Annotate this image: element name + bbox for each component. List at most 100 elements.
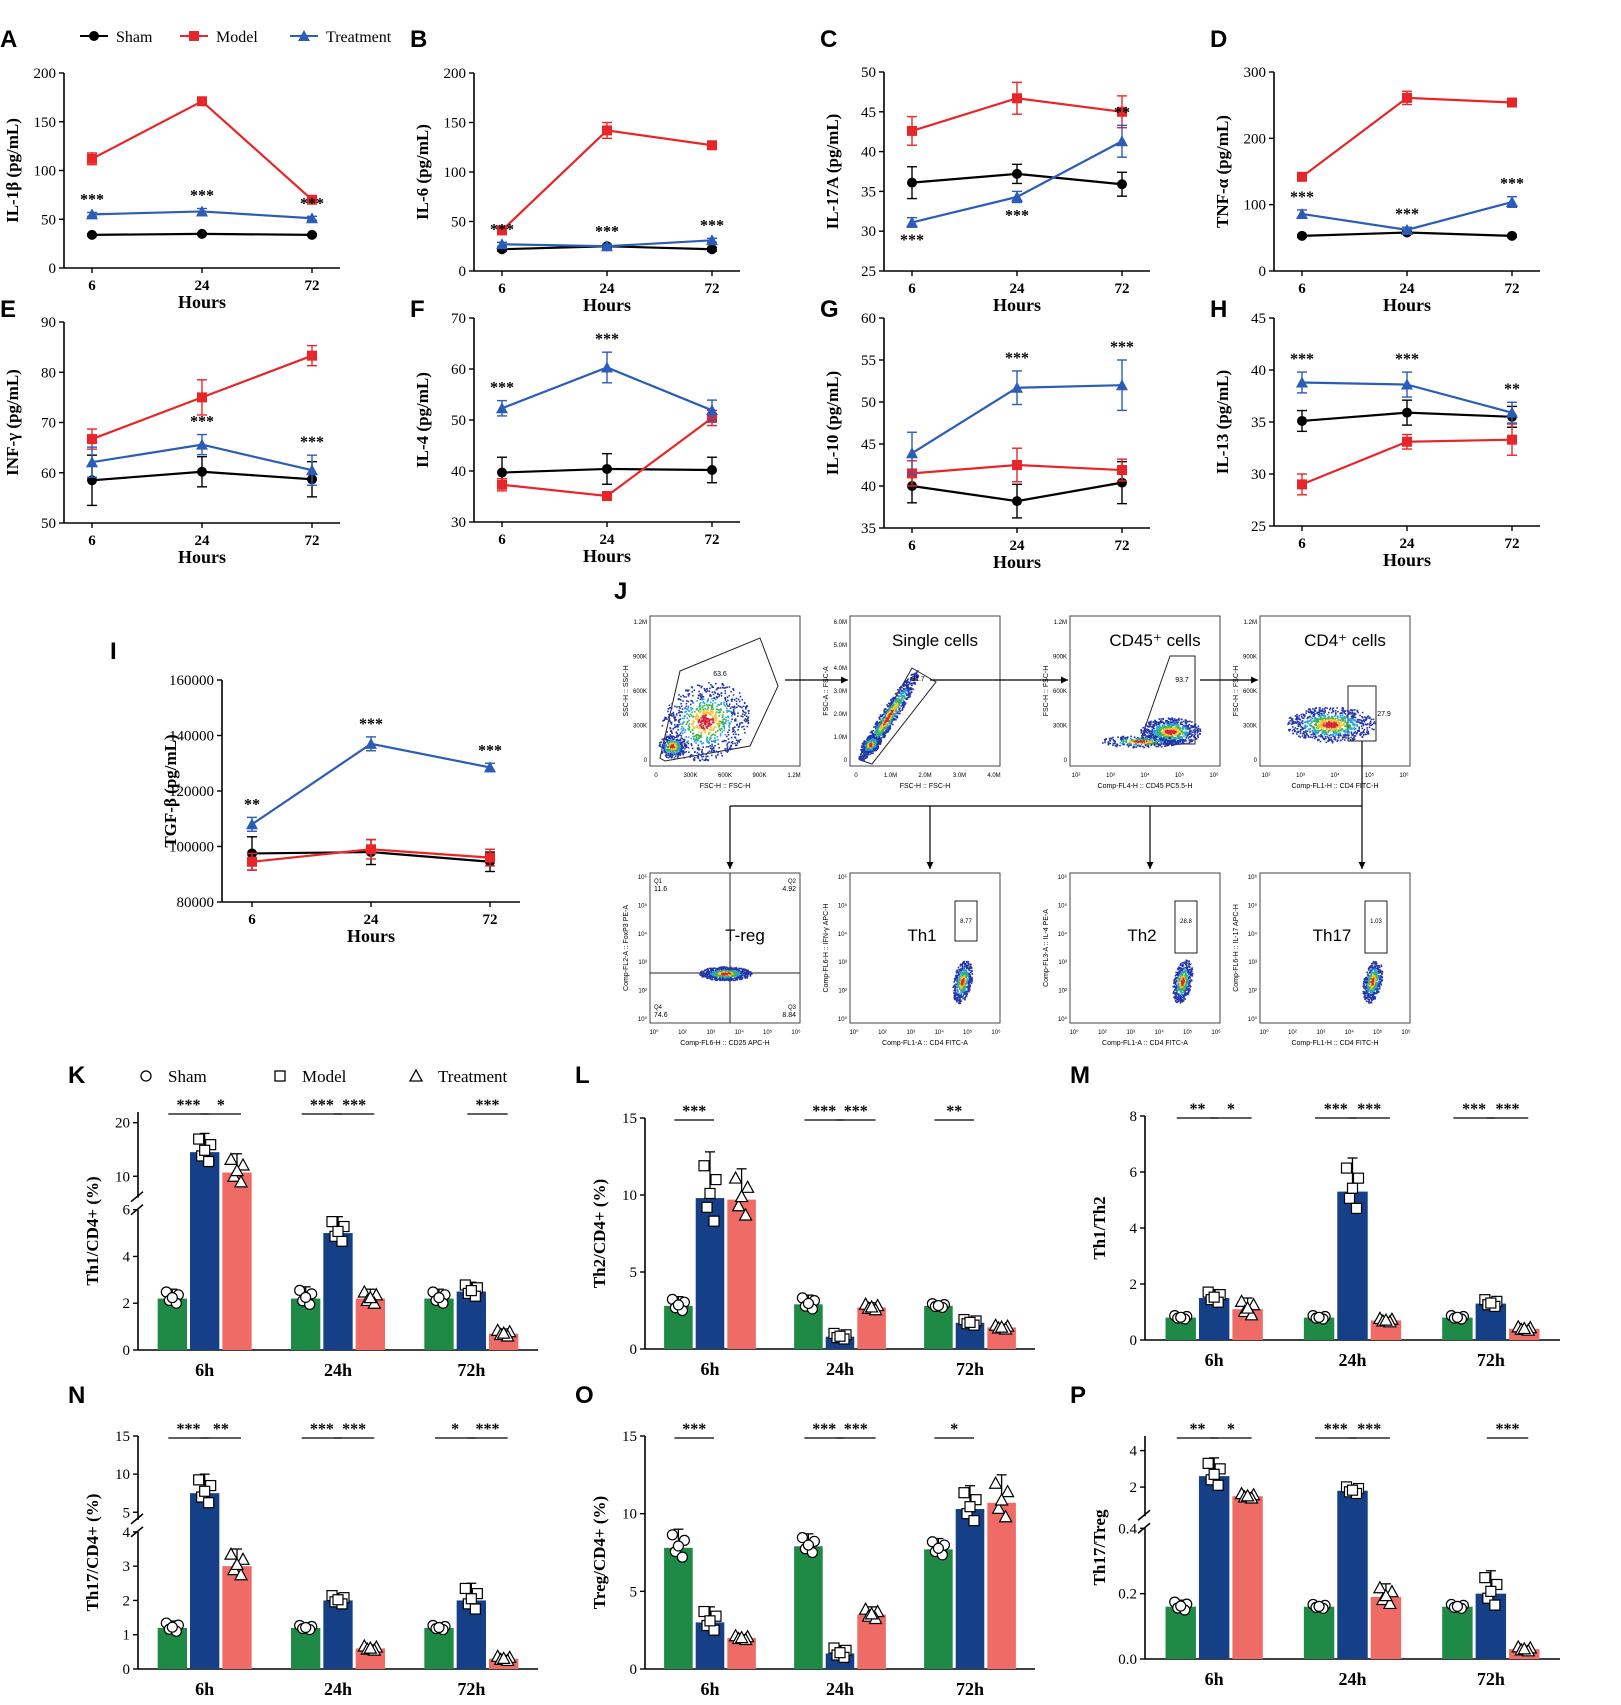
- treatment-marker: [306, 212, 318, 224]
- event-dot: [1195, 738, 1198, 740]
- event-dot: [1362, 720, 1364, 722]
- event-dot: [1153, 724, 1156, 727]
- event-dot: [1322, 727, 1325, 729]
- event-dot: [1156, 734, 1158, 736]
- x-axis-title: Hours: [1383, 295, 1431, 315]
- event-dot: [1194, 724, 1196, 726]
- event-dot: [901, 697, 903, 699]
- event-dot: [1169, 730, 1172, 733]
- event-dot: [1171, 718, 1173, 720]
- legend-label: Model: [216, 29, 258, 46]
- y-tick-label: 200: [34, 66, 57, 82]
- event-dot: [912, 673, 915, 676]
- event-dot: [713, 721, 715, 724]
- event-dot: [1319, 740, 1322, 743]
- event-dot: [888, 710, 890, 712]
- event-dot: [1315, 724, 1318, 727]
- event-dot: [1342, 734, 1345, 736]
- event-dot: [1305, 731, 1307, 734]
- event-dot: [874, 741, 876, 744]
- event-dot: [882, 728, 884, 731]
- event-dot: [684, 707, 686, 709]
- event-dot: [878, 718, 881, 720]
- event-dot: [899, 695, 901, 698]
- event-dot: [1169, 733, 1172, 735]
- event-dot: [730, 690, 732, 693]
- plot-title: CD45⁺ cells: [1109, 631, 1200, 650]
- event-dot: [711, 721, 714, 724]
- event-dot: [877, 745, 880, 748]
- event-dot: [729, 707, 732, 710]
- event-dot: [718, 723, 721, 725]
- x-tick-label: 24: [364, 912, 380, 928]
- event-dot: [1184, 731, 1187, 734]
- event-dot: [731, 706, 734, 708]
- event-dot: [710, 705, 713, 707]
- event-dot: [1360, 725, 1363, 727]
- event-dot: [867, 751, 870, 754]
- event-dot: [744, 720, 747, 723]
- event-dot: [682, 700, 684, 702]
- event-dot: [702, 718, 705, 720]
- event-dot: [883, 731, 885, 734]
- event-dot: [670, 756, 673, 759]
- event-dot: [1151, 731, 1153, 733]
- event-dot: [1112, 738, 1115, 741]
- series-model: [87, 96, 317, 205]
- event-dot: [734, 706, 736, 709]
- event-dot: [683, 721, 685, 723]
- event-dot: [701, 758, 704, 761]
- event-dot: [909, 687, 911, 690]
- sham-marker: [707, 464, 717, 475]
- event-dot: [707, 711, 710, 714]
- event-dot: [1329, 707, 1332, 709]
- event-dot: [725, 686, 727, 689]
- event-dot: [865, 754, 867, 756]
- event-dot: [890, 717, 893, 720]
- event-dot: [715, 711, 718, 713]
- event-dot: [671, 746, 674, 749]
- event-dot: [1348, 737, 1350, 740]
- event-dot: [666, 739, 669, 741]
- event-dot: [1122, 735, 1125, 738]
- event-dot: [1125, 741, 1128, 743]
- event-dot: [1333, 735, 1336, 738]
- event-dot: [675, 750, 678, 753]
- event-dot: [659, 742, 661, 744]
- event-dot: [678, 752, 681, 755]
- y-tick-label: 60: [451, 362, 466, 378]
- event-dot: [1170, 738, 1172, 741]
- event-dot: [1177, 741, 1180, 743]
- series-line: [251, 742, 491, 826]
- event-dot: [1168, 737, 1171, 740]
- event-dot: [724, 733, 727, 736]
- y-tick-label: 0: [1064, 758, 1068, 764]
- event-dot: [1359, 719, 1361, 721]
- event-dot: [1334, 724, 1337, 727]
- event-dot: [1320, 719, 1322, 722]
- event-dot: [1114, 742, 1116, 744]
- event-dot: [882, 722, 884, 724]
- event-dot: [715, 719, 717, 722]
- event-dot: [1321, 719, 1323, 721]
- event-dot: [674, 716, 677, 718]
- event-dot: [665, 756, 668, 758]
- event-dot: [1185, 736, 1188, 738]
- event-dot: [732, 727, 735, 729]
- event-dot: [725, 707, 728, 710]
- event-dot: [690, 707, 692, 709]
- event-dot: [718, 693, 721, 696]
- series-line: [501, 129, 713, 232]
- event-dot: [1157, 744, 1160, 747]
- event-dot: [1197, 731, 1199, 733]
- series-treatment: [1296, 196, 1518, 235]
- event-dot: [702, 725, 705, 727]
- event-dot: [1361, 715, 1363, 718]
- event-dot: [877, 741, 880, 744]
- event-dot: [683, 743, 686, 745]
- event-dot: [672, 746, 675, 748]
- event-dot: [1358, 721, 1361, 724]
- y-tick-label: 300K: [1053, 724, 1067, 730]
- event-dot: [1310, 710, 1313, 713]
- event-dot: [1315, 726, 1318, 729]
